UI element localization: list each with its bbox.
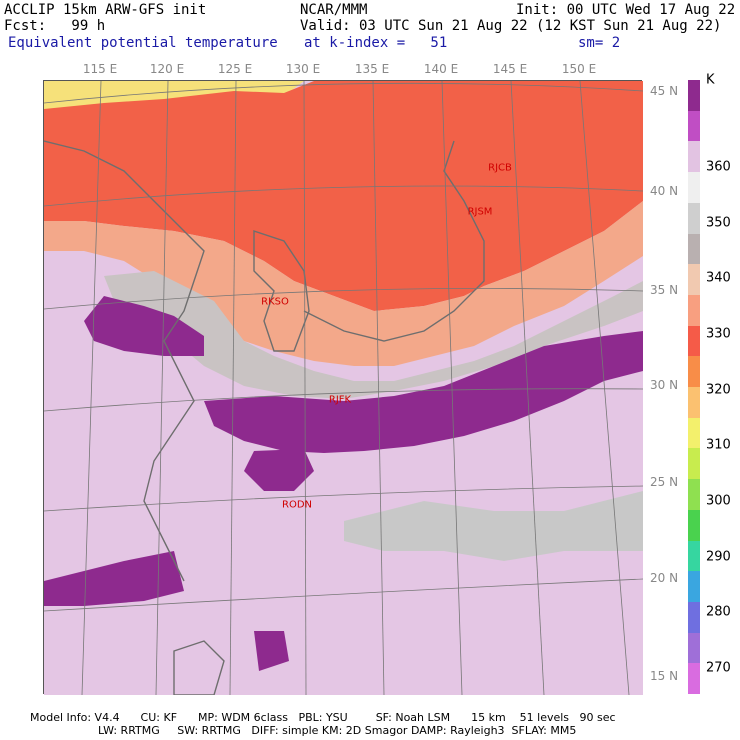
colorbar-swatch [688, 663, 700, 695]
colorbar-swatch [688, 571, 700, 603]
station-label: RJSM [467, 206, 493, 218]
lat-label: 15 N [650, 669, 679, 683]
header-line2-right: Valid: 03 UTC Sun 21 Aug 22 (12 KST Sun … [300, 18, 722, 34]
lon-label: 145 E [492, 62, 528, 76]
colorbar-swatch [688, 509, 700, 541]
station-label: RJCB [488, 162, 512, 174]
lon-line-125 [229, 80, 237, 696]
purple-strip-south [44, 551, 184, 606]
lon-label: 125 E [217, 62, 253, 76]
station-label: RKSO [261, 296, 289, 308]
coastline-china [43, 140, 205, 582]
colorbar-label: 280 [706, 604, 731, 620]
footer-model-info: Model Info: V4.4 CU: KF MP: WDM 6class P… [30, 711, 616, 724]
coastline-korea [253, 230, 310, 352]
colorbar-swatch [688, 294, 700, 326]
colorbar-swatch [688, 448, 700, 480]
lat-line-45 [43, 82, 644, 104]
header-line1-left: ACCLIP 15km ARW-GFS init [4, 2, 207, 18]
map-canvas [43, 80, 644, 696]
colorbar-swatch [688, 417, 700, 449]
header-smoothing: sm= 2 [578, 35, 621, 51]
colorbar-swatch [688, 632, 700, 664]
colorbar-unit: K [706, 72, 715, 88]
purple-band-east [204, 331, 643, 453]
colorbar-swatch [688, 141, 700, 173]
header-line1-right: Init: 00 UTC Wed 17 Aug 22 [516, 2, 736, 18]
lon-label: 140 E [423, 62, 459, 76]
gray-band [104, 271, 643, 399]
lon-label: 135 E [354, 62, 390, 76]
colorbar-swatch [688, 540, 700, 572]
lon-line-140 [441, 80, 463, 696]
station-label: RJFK [328, 394, 352, 406]
lat-label: 30 N [650, 378, 679, 392]
colorbar-label: 320 [706, 382, 731, 398]
lon-line-120 [155, 80, 169, 696]
purple-west [84, 296, 204, 356]
header-field-name: Equivalent potential temperature [8, 35, 278, 51]
header-level: at k-index = 51 [304, 35, 448, 51]
lat-line-40 [43, 185, 644, 207]
lat-label: 20 N [650, 571, 679, 585]
lon-line-150 [579, 80, 630, 696]
colorbar-swatch [688, 110, 700, 142]
colorbar-swatch [688, 601, 700, 633]
colorbar-swatch [688, 387, 700, 418]
colorbar-label: 290 [706, 549, 731, 565]
lon-line-115 [81, 80, 102, 696]
theta-e-map [43, 80, 644, 696]
header-line2-left: Fcst: 99 h [4, 18, 106, 34]
lat-line-35 [43, 287, 644, 310]
colorbar-swatch [688, 479, 700, 511]
colorbar-swatch [688, 233, 700, 265]
colorbar-label: 360 [706, 159, 731, 175]
lat-label: 35 N [650, 283, 679, 297]
lat-label: 45 N [650, 84, 679, 98]
lon-label: 130 E [285, 62, 321, 76]
lon-label: 120 E [149, 62, 185, 76]
station-label: RODN [282, 499, 312, 511]
colorbar-label: 270 [706, 660, 731, 676]
gray-patch-south [344, 491, 643, 561]
lon-label: 150 E [561, 62, 597, 76]
colorbar-swatch [688, 80, 700, 111]
colorbar-swatch [688, 172, 700, 204]
lon-line-145 [510, 80, 545, 696]
colorbar-label: 330 [706, 326, 731, 342]
colorbar-label: 310 [706, 437, 731, 453]
warm-belt-north [44, 81, 643, 311]
colorbar-label: 340 [706, 270, 731, 286]
colorbar-swatch [688, 202, 700, 234]
lat-line-25 [43, 485, 644, 512]
coastline-luzon [173, 640, 225, 696]
graticule [43, 80, 644, 696]
colorbar-swatch [688, 325, 700, 357]
footer-physics-info: LW: RRTMG SW: RRTMG DIFF: simple KM: 2D … [98, 724, 577, 737]
lat-line-20 [43, 578, 644, 612]
purple-south [244, 449, 314, 491]
colorbar-swatch [688, 356, 700, 388]
lat-line-30 [43, 388, 644, 412]
colorbar-swatch [688, 264, 700, 296]
warm-belt-middle [44, 201, 643, 366]
colorbar-label: 350 [706, 215, 731, 231]
header-line1-mid: NCAR/MMM [300, 2, 368, 18]
lon-line-135 [372, 80, 385, 696]
lon-line-130 [303, 80, 307, 696]
lat-label: 40 N [650, 184, 679, 198]
purple-spot-south [254, 631, 289, 671]
lat-label: 25 N [650, 475, 679, 489]
lon-label: 115 E [82, 62, 118, 76]
colorbar-label: 300 [706, 493, 731, 509]
